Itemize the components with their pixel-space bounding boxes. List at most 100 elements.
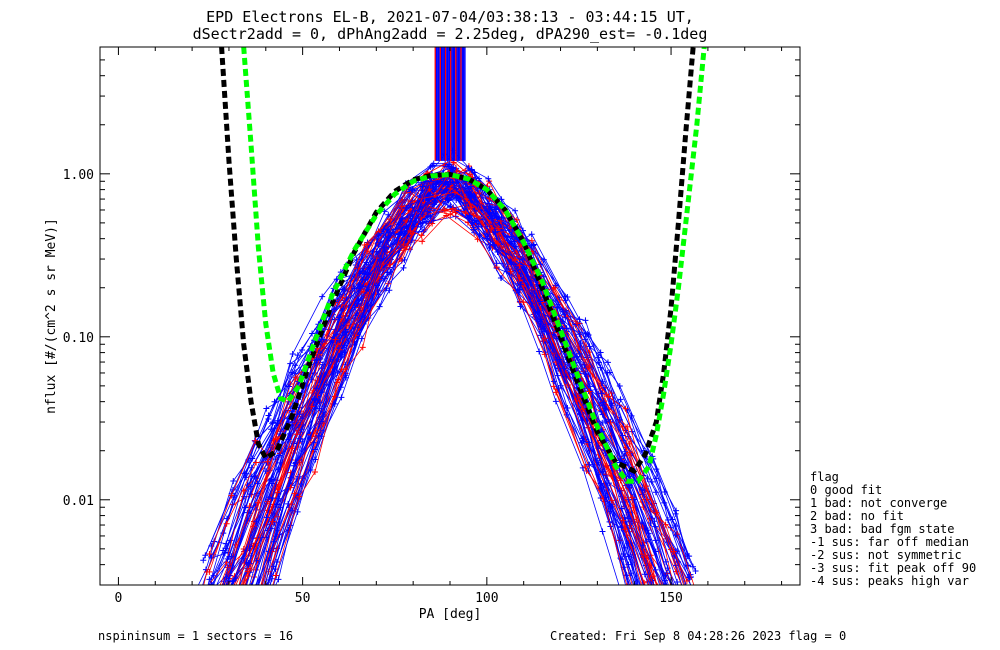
measurement-point bbox=[309, 389, 316, 396]
measurement-point bbox=[246, 592, 252, 598]
measurement-point bbox=[246, 503, 253, 510]
measurement-point bbox=[493, 260, 500, 267]
measurement-point bbox=[241, 590, 247, 596]
measurement-point bbox=[692, 567, 699, 574]
measurement-point bbox=[675, 646, 681, 650]
measurement-point bbox=[653, 509, 660, 516]
measurement-point bbox=[358, 313, 365, 320]
measurement-point bbox=[263, 459, 270, 466]
measurement-point bbox=[311, 395, 318, 402]
measurement-point bbox=[452, 178, 459, 185]
measurement-point bbox=[247, 483, 254, 490]
y-tick-label: 1.00 bbox=[63, 168, 94, 183]
measurement-point bbox=[375, 232, 382, 239]
measurement-point bbox=[579, 464, 586, 471]
measurement-point bbox=[274, 420, 281, 427]
measurement-point bbox=[639, 523, 646, 530]
measurement-point bbox=[530, 242, 537, 249]
measurement-point bbox=[472, 174, 479, 181]
measurement-point bbox=[494, 248, 501, 255]
measurement-point bbox=[269, 518, 276, 525]
measurement-point bbox=[229, 643, 235, 649]
measurement-point bbox=[245, 613, 251, 619]
measurement-point bbox=[319, 293, 326, 300]
measurement-point bbox=[528, 237, 535, 244]
measurement-point bbox=[686, 604, 692, 610]
measurement-point bbox=[221, 550, 228, 557]
measurement-trace bbox=[202, 191, 690, 585]
measurement-point bbox=[582, 463, 589, 470]
measurement-point bbox=[465, 165, 472, 172]
measurement-point bbox=[232, 644, 238, 650]
measurement-point bbox=[358, 335, 365, 342]
measurement-point bbox=[562, 297, 569, 304]
measurement-point bbox=[687, 593, 693, 599]
measurement-point bbox=[452, 189, 459, 196]
measurement-point bbox=[249, 455, 256, 462]
measurement-point bbox=[249, 611, 255, 617]
measurement-point bbox=[674, 531, 681, 538]
measurement-point bbox=[624, 607, 630, 613]
measurement-point bbox=[624, 423, 631, 430]
measurement-point bbox=[616, 383, 623, 390]
measurement-point bbox=[661, 577, 668, 584]
measurement-point bbox=[293, 431, 300, 438]
measurement-point bbox=[241, 586, 247, 592]
measurement-point bbox=[247, 606, 253, 612]
measurement-point bbox=[275, 576, 282, 583]
measurement-point bbox=[402, 204, 409, 211]
measurement-point bbox=[624, 515, 631, 522]
measurement-point bbox=[653, 475, 660, 482]
legend-entry: -4 sus: peaks high var bbox=[810, 574, 969, 588]
measurement-point bbox=[407, 228, 414, 235]
measurement-point bbox=[643, 599, 649, 605]
flag-legend: flag 0 good fit 1 bad: not converge 2 ba… bbox=[810, 470, 976, 588]
measurement-point bbox=[494, 214, 501, 221]
measurement-point bbox=[649, 618, 655, 624]
measurement-point bbox=[203, 569, 210, 576]
measurement-point bbox=[211, 620, 217, 626]
measurement-point bbox=[687, 594, 693, 600]
measurement-point bbox=[337, 384, 344, 391]
measurement-point bbox=[497, 275, 504, 282]
measurement-point bbox=[604, 359, 611, 366]
measurement-point bbox=[419, 211, 426, 218]
measurement-point bbox=[443, 186, 450, 193]
measurement-point bbox=[626, 449, 633, 456]
x-tick-label: 100 bbox=[475, 591, 498, 606]
measurement-point bbox=[265, 416, 272, 423]
measurement-point bbox=[468, 166, 475, 173]
measurement-point bbox=[198, 617, 204, 623]
measurement-point bbox=[579, 406, 586, 413]
measurement-point bbox=[691, 605, 697, 611]
measurement-point bbox=[361, 242, 368, 249]
measurement-point bbox=[628, 539, 635, 546]
measurement-traces bbox=[190, 47, 699, 650]
measurement-point bbox=[343, 331, 350, 338]
measurement-point bbox=[563, 308, 570, 315]
measurement-point bbox=[466, 212, 473, 219]
measurement-point bbox=[208, 605, 214, 611]
measurement-point bbox=[253, 518, 260, 525]
measurement-point bbox=[246, 543, 253, 550]
measurement-point bbox=[517, 303, 524, 310]
measurement-point bbox=[190, 594, 196, 600]
measurement-point bbox=[290, 462, 297, 469]
measurement-point bbox=[210, 616, 216, 622]
measurement-point bbox=[622, 405, 629, 412]
measurement-point bbox=[603, 462, 610, 469]
measurement-point bbox=[671, 644, 677, 650]
measurement-point bbox=[277, 504, 284, 511]
footer-left: nspininsum = 1 sectors = 16 bbox=[98, 629, 293, 643]
measurement-point bbox=[628, 412, 635, 419]
measurement-point bbox=[255, 608, 261, 614]
measurement-point bbox=[582, 336, 589, 343]
measurement-point bbox=[603, 418, 610, 425]
measurement-point bbox=[519, 256, 526, 263]
measurement-point bbox=[223, 520, 230, 527]
measurement-point bbox=[432, 185, 439, 192]
measurement-point bbox=[294, 508, 301, 515]
measurement-point bbox=[291, 490, 298, 497]
measurement-point bbox=[576, 350, 583, 357]
legend-entry: 2 bad: no fit bbox=[810, 509, 904, 523]
